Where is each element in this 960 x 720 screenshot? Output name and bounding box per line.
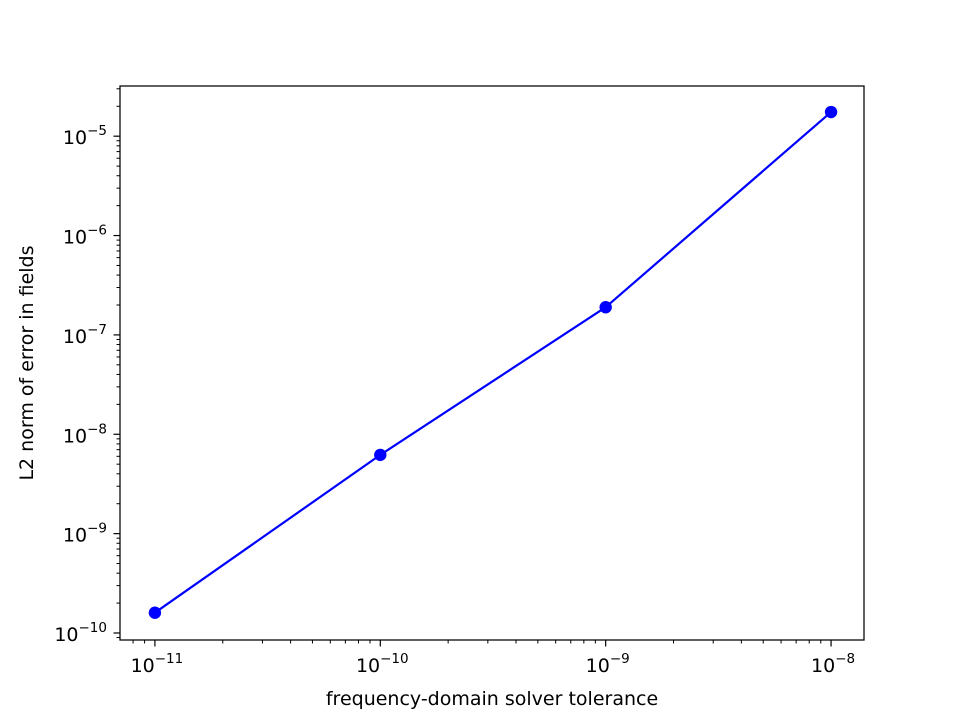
x-tick-label: 10−10 bbox=[356, 651, 409, 677]
y-tick-label: 10−8 bbox=[63, 421, 107, 447]
data-point bbox=[148, 606, 162, 619]
tick-labels: 10−11 10−10 10−9 10−8 10−10 10−9 10−8 10−7 10−6 1… bbox=[54, 123, 855, 677]
y-tick-label: 10−6 bbox=[63, 223, 107, 249]
y-tick-label: 10−5 bbox=[63, 123, 107, 149]
plot-frame bbox=[119, 85, 865, 641]
data-point bbox=[374, 448, 387, 462]
y-tick-label: 10−9 bbox=[63, 521, 107, 547]
series-line bbox=[154, 111, 832, 614]
y-tick-label: 10−7 bbox=[63, 322, 107, 348]
y-axis-label: L2 norm of error in fields bbox=[16, 245, 38, 480]
data-point bbox=[599, 301, 612, 314]
data-point bbox=[824, 105, 838, 119]
x-axis-label: frequency-domain solver tolerance bbox=[326, 688, 658, 710]
major-ticks bbox=[113, 135, 832, 647]
series-layer bbox=[148, 105, 838, 619]
x-tick-label: 10−8 bbox=[811, 651, 855, 677]
x-tick-label: 10−9 bbox=[586, 651, 630, 677]
x-tick-label: 10−11 bbox=[131, 651, 184, 677]
y-tick-label: 10−10 bbox=[54, 620, 107, 646]
